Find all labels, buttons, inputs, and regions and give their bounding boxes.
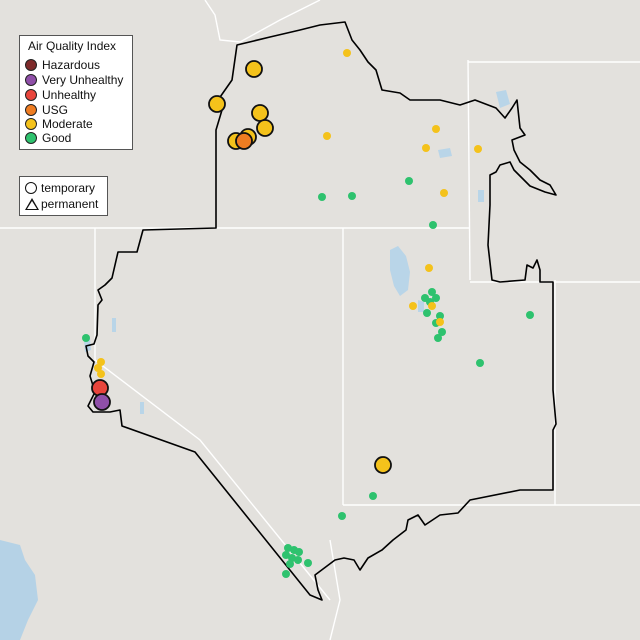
monitor-good bbox=[429, 221, 437, 229]
monitor-very-unhealthy-temporary bbox=[93, 393, 111, 411]
monitor-good bbox=[338, 512, 346, 520]
monitor-good bbox=[286, 560, 294, 568]
monitor-moderate bbox=[436, 318, 444, 326]
border-id-wy bbox=[467, 59, 471, 281]
lakes bbox=[84, 90, 510, 414]
region-outline bbox=[85, 21, 557, 601]
monitor-good bbox=[428, 288, 436, 296]
legend-label: Good bbox=[42, 131, 72, 145]
monitor-good bbox=[318, 193, 326, 201]
legend-swatch-unhealthy bbox=[25, 89, 37, 101]
monitor-good bbox=[476, 359, 484, 367]
legend-item-moderate: Moderate bbox=[25, 117, 93, 131]
pacific-ocean bbox=[0, 540, 38, 640]
monitor-good bbox=[295, 548, 303, 556]
aqi-legend: Air Quality Index Hazardous Very Unhealt… bbox=[19, 35, 133, 150]
utah-lake bbox=[418, 300, 424, 312]
monitor-good bbox=[294, 556, 302, 564]
legend-label: Moderate bbox=[42, 117, 93, 131]
legend-swatch-very-unhealthy bbox=[25, 74, 37, 86]
monitor-good bbox=[82, 334, 90, 342]
monitor-good bbox=[436, 312, 444, 320]
monitors-temporary-large bbox=[91, 60, 392, 474]
monitor-moderate bbox=[474, 145, 482, 153]
border-id-mt bbox=[204, 0, 321, 43]
monitor-moderate bbox=[97, 358, 105, 366]
yellowstone-lake bbox=[496, 90, 510, 108]
monitor-moderate bbox=[422, 144, 430, 152]
pyramid-lake bbox=[112, 318, 116, 332]
monitor-usg-temporary bbox=[235, 132, 253, 150]
monitor-moderate-temporary bbox=[245, 60, 263, 78]
legend-item-hazardous: Hazardous bbox=[25, 58, 100, 72]
legend-label: Unhealthy bbox=[42, 88, 97, 102]
legend-item-good: Good bbox=[25, 131, 71, 145]
legend-label: temporary bbox=[41, 181, 96, 195]
monitor-good bbox=[282, 551, 290, 559]
monitor-moderate bbox=[94, 364, 102, 372]
legend-swatch-good bbox=[25, 132, 37, 144]
monitor-good bbox=[423, 309, 431, 317]
legend-item-temporary: temporary bbox=[25, 181, 95, 195]
bear-lake bbox=[478, 190, 484, 202]
monitor-moderate bbox=[440, 189, 448, 197]
monitor-good bbox=[348, 192, 356, 200]
legend-title: Air Quality Index bbox=[28, 39, 117, 53]
monitors-good bbox=[82, 177, 534, 578]
monitor-moderate bbox=[343, 49, 351, 57]
monitor-good bbox=[438, 328, 446, 336]
monitor-moderate bbox=[409, 302, 417, 310]
monitor-moderate bbox=[428, 302, 436, 310]
legend-label: USG bbox=[42, 103, 69, 117]
monitor-moderate bbox=[425, 264, 433, 272]
legend-item-usg: USG bbox=[25, 103, 68, 117]
legend-item-permanent: permanent bbox=[25, 197, 98, 211]
monitor-moderate-temporary bbox=[208, 95, 226, 113]
monitor-good bbox=[405, 177, 413, 185]
legend-item-unhealthy: Unhealthy bbox=[25, 88, 96, 102]
monitor-good bbox=[434, 334, 442, 342]
legend-label: Very Unhealthy bbox=[42, 73, 124, 87]
monitor-good bbox=[526, 311, 534, 319]
legend-item-very-unhealthy: Very Unhealthy bbox=[25, 73, 123, 87]
monitor-good bbox=[304, 559, 312, 567]
legend-label: Hazardous bbox=[42, 58, 101, 72]
monitors-moderate-small bbox=[94, 49, 482, 378]
monitor-good bbox=[369, 492, 377, 500]
monitor-good bbox=[432, 294, 440, 302]
legend-swatch-moderate bbox=[25, 118, 37, 130]
triangle-icon bbox=[25, 198, 39, 210]
monitor-moderate-temporary bbox=[374, 456, 392, 474]
monitors bbox=[82, 49, 534, 578]
legend-swatch-usg bbox=[25, 104, 37, 116]
monitor-good bbox=[282, 570, 290, 578]
monitor-moderate bbox=[323, 132, 331, 140]
monitor-moderate bbox=[432, 125, 440, 133]
circle-icon bbox=[25, 182, 37, 194]
border-ca-nv bbox=[94, 228, 331, 601]
monitor-moderate-temporary bbox=[251, 104, 269, 122]
great-salt-lake bbox=[390, 246, 410, 296]
border-nv-az bbox=[329, 539, 341, 640]
legend-label: permanent bbox=[41, 197, 99, 211]
american-falls-reservoir bbox=[438, 148, 452, 158]
monitor-moderate bbox=[97, 370, 105, 378]
walker-lake bbox=[140, 402, 144, 414]
legend-swatch-hazardous bbox=[25, 59, 37, 71]
monitor-moderate-temporary bbox=[256, 119, 274, 137]
monitor-type-legend: temporary permanent bbox=[19, 176, 108, 216]
